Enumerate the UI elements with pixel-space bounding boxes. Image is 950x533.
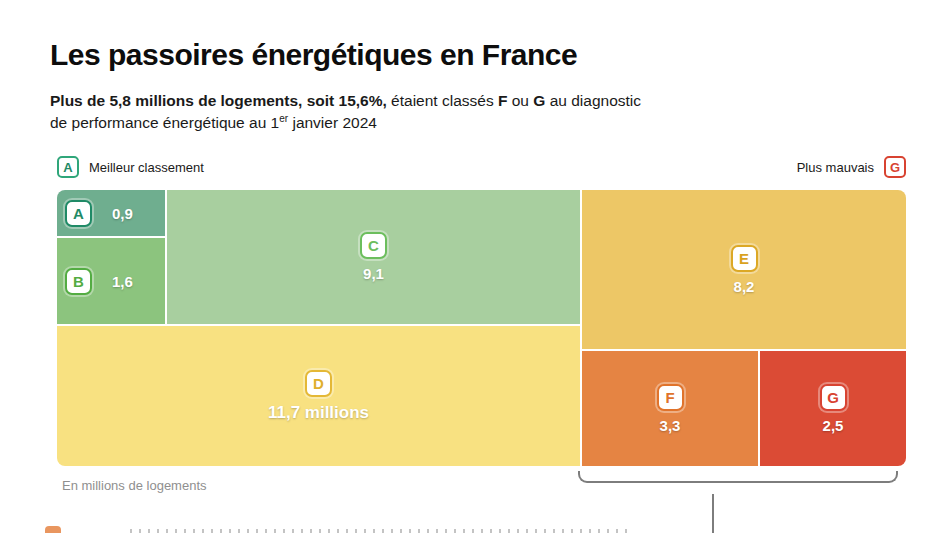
grade-c-value: 9,1 bbox=[363, 265, 384, 282]
fg-group-callout-line bbox=[712, 494, 714, 533]
treemap-tile-b: B 1,6 bbox=[57, 238, 165, 324]
grade-b-badge: B bbox=[65, 268, 92, 295]
legend-best: A Meilleur classement bbox=[57, 156, 204, 178]
grade-f-value: 3,3 bbox=[660, 417, 681, 434]
treemap-tile-c: C 9,1 bbox=[167, 190, 580, 324]
unit-footnote: En millions de logements bbox=[62, 478, 207, 493]
legend-best-label: Meilleur classement bbox=[89, 160, 204, 175]
subtitle-text-1: étaient classés bbox=[387, 92, 498, 109]
page-title: Les passoires énergétiques en France bbox=[50, 38, 577, 72]
grade-c-badge: C bbox=[360, 232, 387, 259]
treemap-tile-a: A 0,9 bbox=[57, 190, 165, 236]
grade-d-value: 11,7 millions bbox=[268, 403, 369, 423]
grade-e-value: 8,2 bbox=[734, 278, 755, 295]
cutoff-legend-badge bbox=[45, 526, 61, 533]
treemap-tile-f: F 3,3 bbox=[582, 351, 758, 466]
legend-worst-label: Plus mauvais bbox=[797, 160, 874, 175]
subtitle-bold-intro: Plus de 5,8 millions de logements, soit … bbox=[50, 92, 387, 109]
subtitle-text-3: au diagnostic bbox=[545, 92, 641, 109]
infographic: Les passoires énergétiques en France Plu… bbox=[0, 0, 950, 533]
grade-g-badge: G bbox=[820, 384, 847, 411]
legend-worst: Plus mauvais G bbox=[797, 156, 906, 178]
subtitle-text-2: ou bbox=[507, 92, 533, 109]
grade-a-badge: A bbox=[65, 200, 92, 227]
grade-e-badge: E bbox=[731, 245, 758, 272]
grade-f-badge: F bbox=[657, 384, 684, 411]
grade-a-legend-badge: A bbox=[57, 156, 79, 178]
grade-d-badge: D bbox=[305, 370, 332, 397]
grade-g-legend-badge: G bbox=[884, 156, 906, 178]
grade-a-value: 0,9 bbox=[112, 205, 133, 222]
fg-group-bracket bbox=[578, 471, 898, 483]
treemap-chart: A 0,9 B 1,6 C 9,1 E 8,2 D 11,7 millions … bbox=[57, 190, 906, 466]
grade-g-value: 2,5 bbox=[823, 417, 844, 434]
subtitle-grade-g: G bbox=[533, 92, 545, 109]
treemap-tile-g: G 2,5 bbox=[760, 351, 906, 466]
subtitle-line2: de performance énergétique au 1 bbox=[50, 114, 279, 131]
subtitle-ordinal: er bbox=[279, 113, 288, 124]
subtitle-line2-end: janvier 2024 bbox=[288, 114, 377, 131]
subtitle: Plus de 5,8 millions de logements, soit … bbox=[50, 90, 830, 134]
grade-b-value: 1,6 bbox=[112, 273, 133, 290]
treemap-tile-e: E 8,2 bbox=[582, 190, 906, 349]
cutoff-legend-text bbox=[130, 529, 630, 533]
treemap-tile-d: D 11,7 millions bbox=[57, 326, 580, 466]
